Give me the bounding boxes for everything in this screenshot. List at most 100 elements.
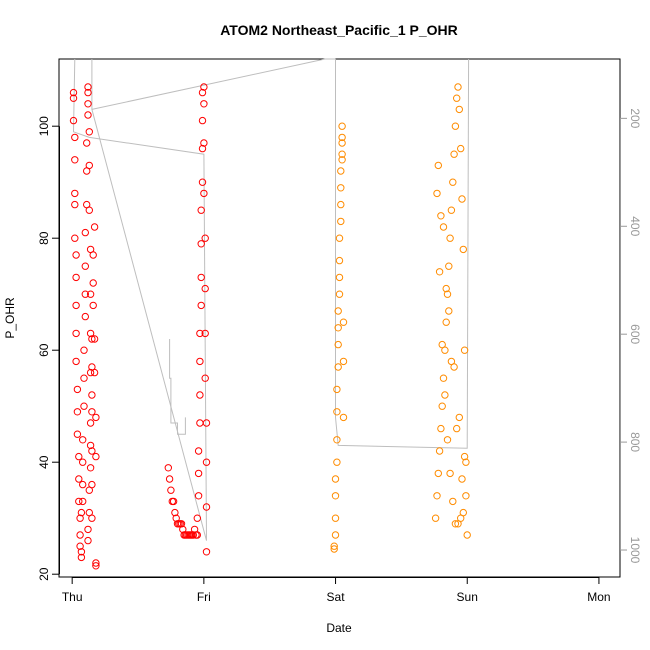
data-point <box>438 402 446 410</box>
data-point <box>333 385 341 394</box>
data-point <box>75 475 83 483</box>
y-axis-label: P_OHR <box>3 297 17 339</box>
data-point <box>165 475 174 483</box>
data-point <box>72 301 80 310</box>
data-point <box>73 385 82 394</box>
data-point <box>337 217 345 226</box>
data-point <box>338 156 346 164</box>
data-point <box>169 497 178 506</box>
data-point <box>80 346 88 354</box>
data-point <box>337 167 345 175</box>
profile-lines <box>72 58 470 541</box>
data-point <box>201 234 209 242</box>
data-point <box>81 262 90 270</box>
data-point <box>198 88 207 97</box>
data-point <box>445 262 453 270</box>
data-point <box>88 447 96 455</box>
data-point <box>88 408 96 416</box>
data-point <box>455 413 463 422</box>
data-point <box>196 357 204 366</box>
x-tick-label: Sat <box>327 590 346 604</box>
data-point <box>334 363 342 371</box>
data-point <box>73 408 82 416</box>
data-point <box>463 531 471 539</box>
data-point <box>80 374 88 382</box>
data-point <box>167 486 175 494</box>
data-point <box>86 368 95 377</box>
data-point <box>189 531 198 539</box>
data-point <box>200 83 208 91</box>
data-point <box>77 553 86 562</box>
data-point <box>453 94 461 102</box>
data-point <box>196 419 204 427</box>
x-tick-label: Fri <box>197 590 211 604</box>
data-point <box>164 464 173 472</box>
x-axis-label: Date <box>326 621 352 635</box>
data-point <box>197 273 205 282</box>
data-point <box>76 542 84 550</box>
data-point <box>201 374 209 382</box>
data-point <box>171 508 179 517</box>
data-point <box>81 290 90 298</box>
data-point <box>335 290 344 298</box>
data-point <box>338 133 346 142</box>
data-point <box>85 161 94 170</box>
data-point <box>84 111 92 119</box>
y-tick-label: 60 <box>37 343 51 357</box>
data-point <box>72 251 80 259</box>
data-point <box>333 408 341 416</box>
data-point <box>84 525 92 534</box>
data-point <box>197 301 205 310</box>
chart-title: ATOM2 Northeast_Pacific_1 P_OHR <box>220 22 458 38</box>
data-point <box>459 508 467 517</box>
data-point <box>202 419 211 427</box>
data-point <box>89 251 97 259</box>
data-point <box>331 475 340 483</box>
data-point <box>458 475 466 483</box>
y-tick-label: 40 <box>37 455 51 469</box>
data-point <box>84 83 92 91</box>
data-point <box>194 447 203 455</box>
data-point <box>431 514 440 522</box>
data-point <box>71 189 79 198</box>
data-point <box>442 318 450 326</box>
data-point <box>337 200 345 209</box>
data-point <box>177 520 186 528</box>
data-point <box>90 335 99 343</box>
data-point <box>454 83 462 91</box>
data-point <box>202 548 211 556</box>
data-point <box>337 184 345 192</box>
data-point <box>200 139 208 147</box>
profile-line <box>91 58 336 110</box>
data-point <box>92 559 100 567</box>
data-point <box>462 458 470 466</box>
data-point <box>89 279 97 287</box>
data-point <box>441 391 449 399</box>
data-point <box>335 234 344 242</box>
data-point <box>458 195 466 203</box>
data-point <box>331 492 340 500</box>
y-tick-label: 80 <box>37 231 51 245</box>
data-point <box>459 245 467 254</box>
data-point <box>447 206 456 214</box>
data-point <box>439 374 448 382</box>
data-point <box>196 329 204 338</box>
data-point <box>90 368 99 377</box>
data-point <box>72 273 80 282</box>
y2-tick-label: 200 <box>628 108 642 128</box>
data-point <box>194 492 203 500</box>
data-point <box>92 413 100 422</box>
profile-line <box>169 339 186 435</box>
data-point <box>69 88 78 97</box>
data-point <box>437 212 445 220</box>
data-point <box>439 223 448 231</box>
data-point <box>193 531 202 539</box>
data-point <box>89 301 97 310</box>
data-point <box>75 452 83 461</box>
data-point <box>196 391 204 399</box>
data-point <box>451 122 460 130</box>
data-point <box>72 329 80 338</box>
data-point <box>83 139 91 147</box>
data-point <box>450 150 458 158</box>
